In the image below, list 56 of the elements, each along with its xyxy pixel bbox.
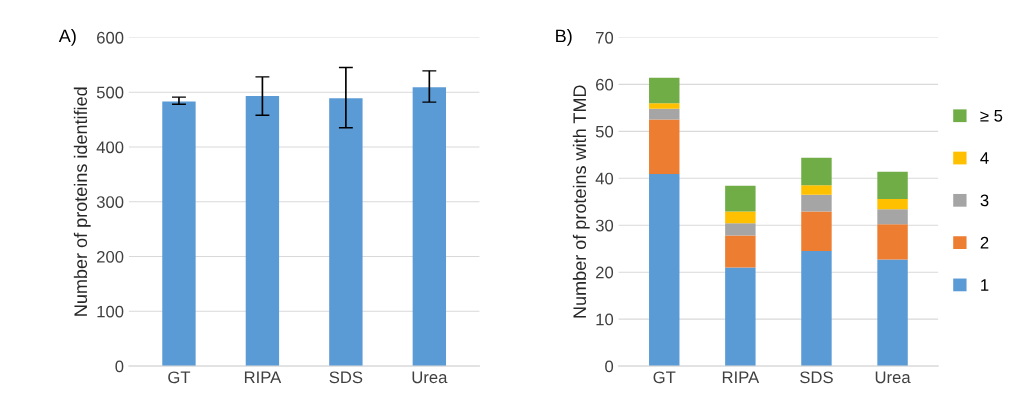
legend-label: 4	[980, 152, 989, 164]
bar	[725, 235, 756, 268]
legend-label: 1	[981, 279, 989, 291]
chart-title: B)	[556, 29, 572, 46]
y-tick-label: 100	[97, 305, 124, 318]
bar	[877, 224, 908, 260]
bar	[801, 185, 832, 195]
bar	[649, 119, 680, 175]
legend-label: 2	[980, 236, 989, 249]
y-tick-label: 60	[596, 78, 614, 91]
bar	[649, 108, 680, 120]
legend-label: 3	[980, 194, 989, 207]
x-tick-label: Urea	[412, 371, 448, 384]
bar	[725, 211, 756, 224]
y-tick-label: 40	[595, 172, 614, 185]
bar	[329, 98, 363, 367]
y-tick-label: 200	[97, 250, 124, 263]
x-tick-label: GT	[653, 371, 676, 384]
y-tick-label: 0	[605, 360, 614, 373]
bar	[649, 174, 680, 367]
y-tick-label: 50	[595, 125, 614, 138]
x-tick-label: SDS	[800, 371, 833, 384]
bar	[801, 251, 832, 367]
bar	[725, 267, 756, 367]
y-tick-label: 30	[595, 219, 614, 232]
y-tick-label: 500	[96, 86, 124, 99]
y-axis-title: Number of proteins identified	[73, 87, 91, 316]
chart-title: A)	[58, 29, 76, 46]
x-tick-label: GT	[168, 371, 191, 384]
y-tick-label: 10	[596, 313, 614, 326]
y-tick-label: 600	[97, 31, 124, 44]
bar	[725, 223, 756, 236]
bar	[877, 259, 908, 367]
bar	[649, 77, 680, 104]
bar	[725, 185, 756, 212]
bar	[162, 101, 196, 367]
x-tick-label: SDS	[329, 371, 363, 384]
bar	[801, 194, 832, 212]
y-tick-label: 0	[115, 360, 124, 373]
bar	[877, 209, 908, 225]
bar	[245, 96, 280, 367]
bar	[412, 87, 447, 367]
x-tick-label: RIPA	[722, 371, 760, 384]
y-axis-title: Number of proteins with TMD	[572, 85, 590, 318]
bar	[649, 103, 680, 109]
y-tick-label: 20	[596, 266, 614, 279]
x-tick-label: Urea	[875, 371, 911, 384]
y-tick-label: 400	[96, 141, 124, 154]
bar	[877, 171, 908, 199]
legend-label: ≥ 5	[980, 110, 1003, 122]
y-tick-label: 70	[596, 31, 614, 44]
bar	[801, 157, 832, 186]
x-tick-label: RIPA	[244, 371, 282, 384]
bar	[877, 198, 908, 210]
bar	[801, 211, 832, 252]
y-tick-label: 300	[96, 196, 124, 208]
